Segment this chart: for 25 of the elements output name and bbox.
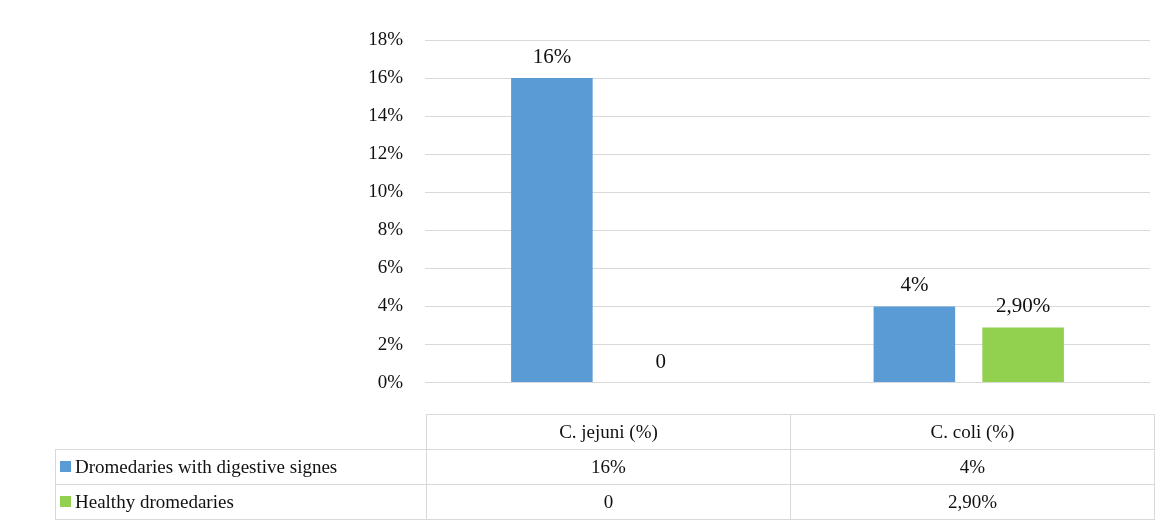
y-tick-label: 18%	[368, 27, 404, 49]
text: 16%	[532, 44, 572, 69]
legend-label: Dromedaries with digestive signes	[55, 449, 427, 485]
y-tick-label: 0%	[377, 370, 404, 392]
bar	[511, 78, 593, 383]
text: 4%	[900, 272, 929, 297]
y-tick-label: 12%	[368, 142, 404, 164]
y-tick-label: 14%	[368, 104, 404, 126]
text: 0	[655, 348, 666, 373]
data-label: 0	[426, 484, 791, 520]
bar	[982, 327, 1064, 383]
y-tick-label: 6%	[377, 256, 404, 278]
y-tick-label: 8%	[377, 218, 404, 240]
text: 2,90%	[996, 293, 1051, 318]
y-tick-label: 4%	[377, 294, 404, 316]
data-label: 16%	[426, 449, 791, 485]
y-tick-label: 10%	[368, 180, 404, 202]
y-tick-label: 2%	[377, 332, 404, 354]
x-tick-label: C. coli (%)	[790, 414, 1155, 450]
x-tick-label: C. jejuni (%)	[426, 414, 791, 450]
bar	[873, 306, 956, 383]
y-tick-label: 16%	[368, 66, 404, 88]
legend-label: Healthy dromedaries	[55, 484, 427, 520]
data-label: 4%	[790, 449, 1155, 485]
data-label: 2,90%	[790, 484, 1155, 520]
